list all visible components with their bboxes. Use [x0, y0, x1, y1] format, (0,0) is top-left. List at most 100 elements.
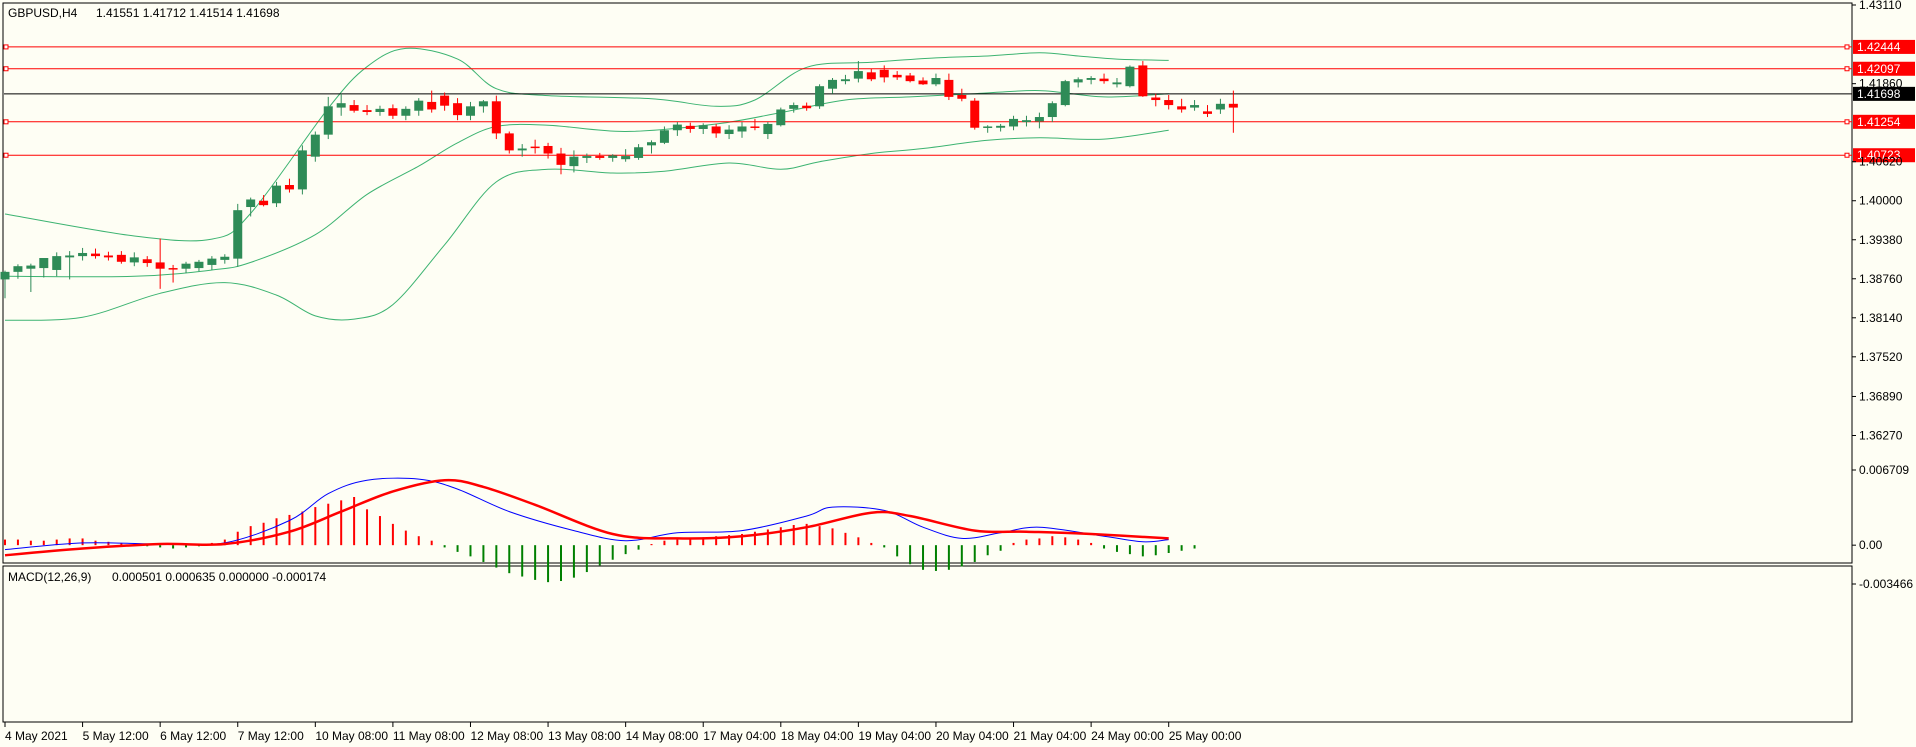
candle-body [491, 101, 501, 134]
macd-axis-label: -0.003466 [1859, 577, 1913, 591]
time-axis-label: 17 May 04:00 [703, 729, 776, 743]
candle-body [116, 254, 126, 262]
candle-body [1228, 103, 1238, 108]
time-axis-label: 10 May 08:00 [315, 729, 388, 743]
level-anchor-left [3, 66, 9, 72]
candle-body [659, 130, 669, 143]
price-panel[interactable]: 1.42444 1.42097 1.41254 1.40723 1.41698 1.43… [0, 0, 1916, 564]
time-axis-label: 11 May 08:00 [393, 729, 465, 743]
candlestick-series [0, 61, 1238, 299]
candle-body [1047, 103, 1057, 118]
candle-body [737, 126, 747, 132]
candle-body [272, 185, 282, 204]
candle-body [1215, 103, 1225, 110]
price-axis-label: 1.36270 [1859, 428, 1903, 442]
macd-panel[interactable]: 0.006709 0.00 -0.003466 MACD(12,26,9) 0.00… [2, 463, 1913, 723]
candle-body [634, 147, 644, 158]
macd-panel-frame [2, 565, 1853, 723]
candle-body [621, 156, 631, 160]
macd-axis-label: 0.006709 [1859, 463, 1909, 477]
candle-body [866, 72, 876, 80]
candle-body [246, 199, 256, 208]
candle-body [802, 105, 812, 109]
candle-body [892, 74, 902, 78]
candle-body [556, 153, 566, 165]
level-price-tag [1853, 148, 1915, 163]
candle-body [1073, 79, 1083, 83]
candle-body [543, 145, 553, 154]
candle-body [1138, 65, 1148, 97]
candle-body [530, 146, 540, 149]
candle-body [672, 124, 682, 131]
candle-body [931, 78, 941, 85]
candle-body [13, 266, 23, 272]
candle-body [957, 95, 967, 99]
candle-body [905, 75, 915, 82]
price-axis-label: 1.40000 [1859, 194, 1903, 208]
level-price-label: 1.42444 [1857, 40, 1901, 54]
horizontal-levels[interactable]: 1.42444 1.42097 1.41254 1.40723 1.41698 [3, 39, 1915, 163]
level-price-label: 1.42097 [1857, 62, 1901, 76]
time-axis-label: 4 May 2021 [5, 729, 68, 743]
candle-body [155, 262, 165, 269]
candle-body [401, 108, 411, 116]
candle-body [220, 256, 230, 260]
candle-body [517, 148, 527, 151]
candle-body [362, 110, 372, 112]
time-axis-label: 13 May 08:00 [548, 729, 621, 743]
current-price-tag [1853, 86, 1915, 101]
level-anchor-left [3, 44, 9, 50]
candle-body [207, 258, 217, 265]
candle-body [65, 255, 75, 258]
candle-body [388, 108, 398, 116]
macd-axis-label: 0.00 [1859, 538, 1883, 552]
price-axis-label: 1.40620 [1859, 155, 1903, 169]
macd-values: 0.000501 0.000635 0.000000 -0.000174 [112, 570, 327, 584]
candle-body [26, 265, 36, 269]
candle-body [284, 185, 294, 190]
candle-body [918, 80, 928, 85]
candle-body [323, 106, 333, 135]
candle-body [310, 134, 320, 157]
time-axis-label: 25 May 00:00 [1169, 729, 1242, 743]
time-axis-label: 24 May 00:00 [1091, 729, 1164, 743]
time-axis-label: 14 May 08:00 [626, 729, 699, 743]
candle-body [168, 268, 178, 270]
level-anchor-right [1844, 119, 1850, 125]
macd-label: MACD(12,26,9) [8, 570, 91, 584]
candle-body [983, 126, 993, 128]
candle-body [996, 125, 1006, 128]
candle-body [1177, 106, 1187, 110]
level-price-tag [1853, 114, 1915, 129]
candle-body [39, 258, 49, 269]
candle-body [336, 103, 346, 108]
candle-body [944, 79, 954, 97]
candle-body [349, 105, 359, 111]
time-axis-label: 20 May 04:00 [936, 729, 1009, 743]
level-anchor-right [1844, 44, 1850, 50]
candle-body [1164, 100, 1174, 106]
level-price-tag [1853, 39, 1915, 54]
candle-body [1112, 82, 1122, 85]
price-axis-label: 1.38140 [1859, 311, 1903, 325]
candle-body [453, 103, 463, 116]
candle-body [52, 256, 62, 270]
candle-body [142, 259, 152, 264]
candle-body [233, 210, 243, 259]
time-axis-label: 18 May 04:00 [781, 729, 854, 743]
level-anchor-right [1844, 152, 1850, 158]
level-anchor-left [3, 152, 9, 158]
candle-body [129, 257, 139, 263]
level-price-label: 1.41254 [1857, 115, 1901, 129]
candle-body [504, 133, 514, 151]
candle-body [478, 101, 488, 107]
candle-body [595, 156, 605, 158]
candle-body [698, 125, 708, 129]
candle-body [427, 101, 437, 110]
time-axis: 4 May 2021 5 May 12:00 6 May 12:00 7 May 12… [4, 722, 1242, 743]
candle-body [297, 150, 307, 190]
candle-body [1034, 117, 1044, 122]
candle-body [414, 100, 424, 111]
